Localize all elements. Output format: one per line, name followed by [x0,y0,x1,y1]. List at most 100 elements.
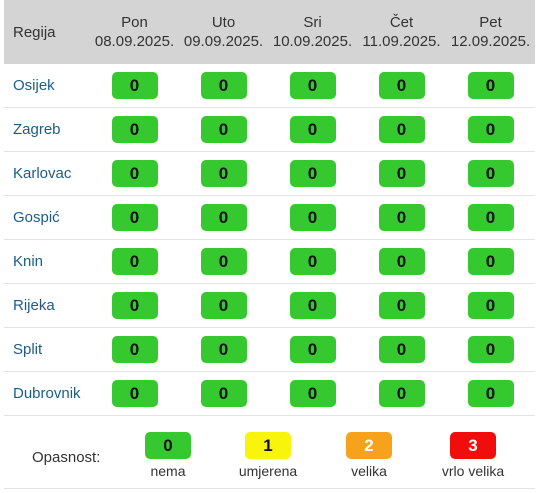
legend-caption: nema [150,463,186,479]
danger-cell: 0 [90,327,179,372]
danger-cell: 0 [446,283,535,328]
danger-level-badge: 0 [289,160,336,187]
day-column-header: Sri 10.09.2025. [268,0,357,64]
danger-cell: 0 [357,283,446,328]
legend-item-none: 0 nema [118,432,218,479]
legend-item-moderate: 1 umjerena [218,432,318,479]
danger-level-badge: 0 [289,292,336,319]
danger-level-badge: 0 [289,248,336,275]
danger-level-badge: 0 [378,336,425,363]
region-link[interactable]: Osijek [13,77,55,94]
danger-level-badge: 0 [111,160,158,187]
danger-level-badge: 0 [378,248,425,275]
legend-caption: umjerena [238,463,298,479]
danger-cell: 0 [268,107,357,152]
region-cell: Rijeka [4,283,90,328]
region-link[interactable]: Gospić [13,209,60,226]
day-column-header: Uto 09.09.2025. [179,0,268,64]
danger-level-badge: 0 [200,160,247,187]
danger-cell: 0 [446,195,535,240]
legend-caption: vrlo velika [441,463,505,479]
legend-label: Opasnost: [32,449,101,466]
legend-badge: 0 [145,432,191,459]
day-name: Pon [121,14,148,31]
danger-cell: 0 [357,64,446,108]
danger-cell: 0 [446,239,535,284]
danger-legend: Opasnost: 0 nema 1 umjerena 2 velika 3 v… [4,416,535,489]
danger-cell: 0 [90,195,179,240]
day-name: Uto [211,14,236,31]
day-date: 08.09.2025. [94,33,175,50]
region-cell: Osijek [4,64,90,108]
danger-cell: 0 [268,283,357,328]
danger-cell: 0 [357,327,446,372]
legend-badge: 3 [450,432,496,459]
region-link[interactable]: Split [13,341,43,358]
danger-level-badge: 0 [467,160,514,187]
danger-cell: 0 [179,371,268,416]
danger-level-badge: 0 [200,336,247,363]
region-link[interactable]: Zagreb [13,121,61,138]
danger-level-badge: 0 [467,204,514,231]
danger-level-badge: 0 [378,204,425,231]
danger-level-badge: 0 [467,72,514,99]
danger-cell: 0 [179,195,268,240]
region-cell: Dubrovnik [4,371,90,416]
table-row: Dubrovnik 0 0 0 0 0 [4,371,535,416]
region-link[interactable]: Rijeka [13,297,55,314]
danger-cell: 0 [446,151,535,196]
fire-danger-table: Regija Pon 08.09.2025. Uto 09.09.2025. Sri… [4,0,535,416]
danger-level-badge: 0 [111,204,158,231]
table-row: Split 0 0 0 0 0 [4,327,535,372]
day-date: 11.09.2025. [362,33,441,50]
danger-cell: 0 [357,239,446,284]
danger-cell: 0 [268,371,357,416]
legend-item-high: 2 velika [319,432,419,479]
region-cell: Zagreb [4,107,90,152]
danger-cell: 0 [268,239,357,284]
danger-cell: 0 [179,151,268,196]
danger-cell: 0 [179,64,268,108]
table-header-row: Regija Pon 08.09.2025. Uto 09.09.2025. Sri… [4,0,535,64]
region-cell: Knin [4,239,90,284]
danger-level-badge: 0 [111,292,158,319]
danger-cell: 0 [268,195,357,240]
danger-level-badge: 0 [467,336,514,363]
legend-item-very-high: 3 vrlo velika [423,432,523,479]
danger-level-badge: 0 [289,336,336,363]
table-row: Karlovac 0 0 0 0 0 [4,151,535,196]
region-cell: Karlovac [4,151,90,196]
danger-level-badge: 0 [200,380,247,407]
region-link[interactable]: Knin [13,253,44,270]
danger-cell: 0 [357,151,446,196]
danger-cell: 0 [446,107,535,152]
danger-level-badge: 0 [200,248,247,275]
table-row: Osijek 0 0 0 0 0 [4,64,535,108]
region-link[interactable]: Karlovac [13,165,72,182]
danger-cell: 0 [90,239,179,284]
danger-cell: 0 [268,64,357,108]
danger-cell: 0 [179,107,268,152]
danger-cell: 0 [446,371,535,416]
danger-cell: 0 [357,371,446,416]
danger-level-badge: 0 [200,116,247,143]
danger-cell: 0 [446,64,535,108]
legend-badge: 1 [245,432,291,459]
danger-cell: 0 [179,327,268,372]
region-column-header: Regija [13,23,56,41]
day-date: 09.09.2025. [183,33,264,50]
region-cell: Gospić [4,195,90,240]
region-link[interactable]: Dubrovnik [13,385,81,402]
danger-level-badge: 0 [467,116,514,143]
danger-level-badge: 0 [378,160,425,187]
danger-cell: 0 [357,195,446,240]
day-name: Čet [389,14,414,31]
day-date: 10.09.2025. [272,33,353,50]
danger-level-badge: 0 [378,116,425,143]
danger-level-badge: 0 [289,380,336,407]
day-column-header: Pon 08.09.2025. [90,0,179,64]
day-column-header: Pet 12.09.2025. [446,0,535,64]
danger-cell: 0 [90,107,179,152]
danger-level-badge: 0 [289,204,336,231]
danger-level-badge: 0 [111,380,158,407]
